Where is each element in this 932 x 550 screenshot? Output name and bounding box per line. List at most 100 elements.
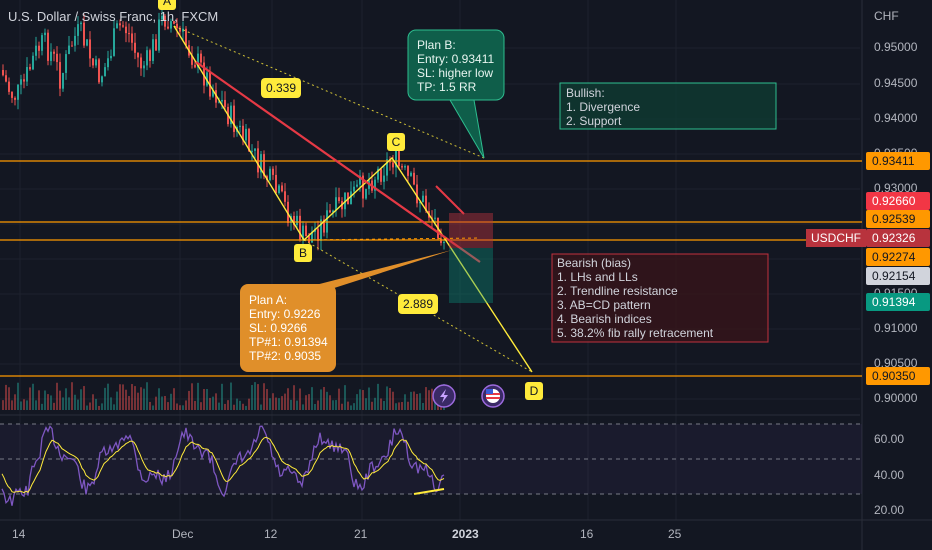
point-b-marker[interactable]: B [294,244,312,262]
candle-body [407,166,409,176]
candle-body [248,128,250,152]
candle-body [80,22,82,25]
price-label-current: 0.92326 [866,229,930,247]
volume-bar [89,402,91,410]
plan-a-pointer [296,250,452,290]
volume-bar [155,396,157,410]
take-profit-zone [449,248,493,303]
candle-body [44,32,46,36]
volume-bar [200,402,202,410]
volume-bar [179,405,181,410]
volume-bar [92,394,94,410]
candle-body [401,166,403,168]
price-label-sl: 0.92660 [866,192,930,210]
volume-bar [2,400,4,410]
volume-bar [248,398,250,410]
candle-body [176,23,178,29]
candle-body [254,148,256,151]
volume-bar [308,394,310,410]
volume-bar [338,388,340,410]
volume-bar [122,384,124,410]
price-label-planb-entry: 0.93411 [866,152,930,170]
volume-bar [11,400,13,410]
rsi-band [0,424,862,494]
fib-ratio-bc[interactable]: 0.339 [261,78,302,98]
point-d-marker[interactable]: D [525,382,543,400]
fib-ratio-cd[interactable]: 2.889 [398,294,439,314]
plan-a-text: Plan A: Entry: 0.9226 SL: 0.9266 TP#1: 0… [249,293,328,363]
volume-bar [53,402,55,410]
volume-bar [431,388,433,410]
lightning-icon [432,384,456,408]
candle-body [356,184,358,187]
candle-body [335,197,337,211]
candle-body [161,15,163,20]
volume-bar [398,402,400,410]
candle-body [410,172,412,176]
volume-bar [158,388,160,410]
candle-body [218,101,220,103]
candle-body [245,128,247,141]
candle-body [296,215,298,226]
candle-body [359,175,361,185]
volume-bar [359,389,361,410]
volume-bar [407,401,409,410]
candle-body [293,215,295,226]
candle-body [434,217,436,219]
volume-bar [32,383,34,410]
candle-body [152,39,154,61]
candle-body [59,62,61,89]
candle-body [200,53,202,63]
volume-bar [293,385,295,410]
volume-bar [125,389,127,410]
volume-bar [35,400,37,410]
volume-bar [386,386,388,410]
rsi-ma-line [1,436,445,494]
fib-line-ac [173,25,485,159]
volume-bar [65,388,67,410]
candle-body [77,24,79,36]
point-c-marker[interactable]: C [387,133,405,151]
volume-bar [281,396,283,410]
candle-body [374,179,376,191]
candle-body [413,172,415,185]
volume-bar [161,396,163,410]
candle-body [71,45,73,47]
candle-body [62,72,64,89]
volume-bar [44,390,46,410]
candle-body [74,35,76,46]
candle-body [419,201,421,204]
volume-bar [185,400,187,410]
volume-bar [209,397,211,410]
point-a-marker[interactable]: A [158,0,176,10]
volume-bar [38,390,40,410]
bearish-box [551,253,769,343]
volume-bar [236,398,238,410]
divergence-line [413,488,445,495]
volume-bar [173,388,175,410]
volume-bar [392,391,394,410]
candle-body [128,33,130,35]
candle-body [68,45,70,55]
candle-body [167,26,169,29]
volume-bar [230,382,232,410]
date-tick: 14 [12,527,26,541]
date-tick: 21 [354,527,368,541]
volume-bar [146,382,148,410]
volume-bar [299,388,301,410]
volume-bar [59,390,61,410]
candle-body [170,21,172,29]
volume-bar [404,394,406,410]
plan-a-box [240,284,336,372]
volume-bar [95,398,97,410]
date-tick: 16 [580,527,594,541]
volume-bar [140,387,142,410]
volume-bar [77,399,79,410]
volume-bar [254,382,256,410]
volume-bar [428,390,430,410]
candle-body [101,76,103,83]
projection-arrow [299,237,481,241]
candle-body [41,35,43,51]
date-tick: 25 [668,527,682,541]
